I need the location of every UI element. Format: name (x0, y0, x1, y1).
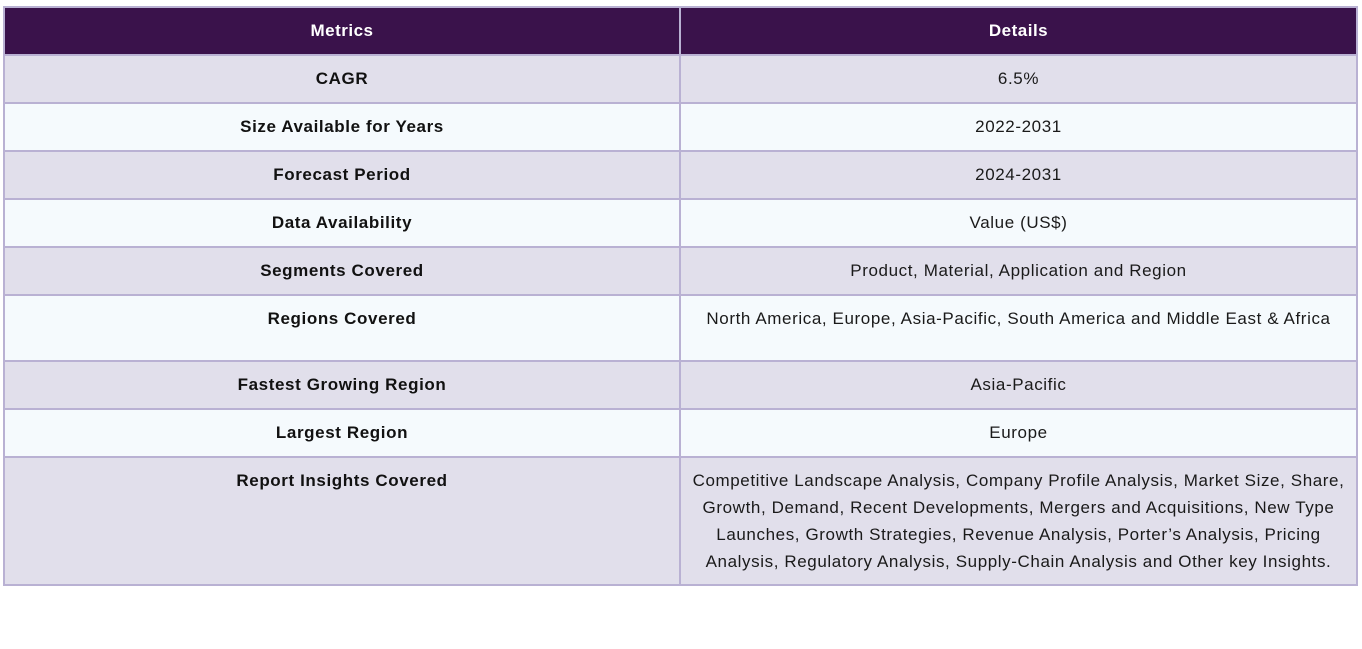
metric-segments-covered: Segments Covered (3, 246, 681, 296)
detail-largest-region: Europe (679, 408, 1358, 458)
detail-fastest-growing-region: Asia-Pacific (679, 360, 1358, 410)
metrics-table: Metrics Details CAGR 6.5% Size Available… (3, 6, 1358, 586)
metric-fastest-growing-region: Fastest Growing Region (3, 360, 681, 410)
table-row: Data Availability Value (US$) (3, 198, 1358, 248)
table-row: Report Insights Covered Competitive Land… (3, 456, 1358, 586)
metric-data-availability: Data Availability (3, 198, 681, 248)
metric-size-available: Size Available for Years (3, 102, 681, 152)
metric-forecast-period: Forecast Period (3, 150, 681, 200)
metric-largest-region: Largest Region (3, 408, 681, 458)
detail-regions-covered: North America, Europe, Asia-Pacific, Sou… (679, 294, 1358, 362)
metric-regions-covered: Regions Covered (3, 294, 681, 362)
header-metrics: Metrics (3, 6, 681, 56)
table-row: Size Available for Years 2022-2031 (3, 102, 1358, 152)
detail-data-availability: Value (US$) (679, 198, 1358, 248)
table-header-row: Metrics Details (3, 6, 1358, 56)
header-details: Details (679, 6, 1358, 56)
detail-forecast-period: 2024-2031 (679, 150, 1358, 200)
metrics-table-container: Metrics Details CAGR 6.5% Size Available… (3, 6, 1358, 586)
table-row: Largest Region Europe (3, 408, 1358, 458)
table-row: Fastest Growing Region Asia-Pacific (3, 360, 1358, 410)
detail-segments-covered: Product, Material, Application and Regio… (679, 246, 1358, 296)
metric-report-insights: Report Insights Covered (3, 456, 681, 586)
detail-cagr: 6.5% (679, 54, 1358, 104)
table-row: Segments Covered Product, Material, Appl… (3, 246, 1358, 296)
metric-cagr: CAGR (3, 54, 681, 104)
detail-size-available: 2022-2031 (679, 102, 1358, 152)
table-row: Forecast Period 2024-2031 (3, 150, 1358, 200)
table-row: CAGR 6.5% (3, 54, 1358, 104)
detail-report-insights: Competitive Landscape Analysis, Company … (679, 456, 1358, 586)
table-row: Regions Covered North America, Europe, A… (3, 294, 1358, 362)
